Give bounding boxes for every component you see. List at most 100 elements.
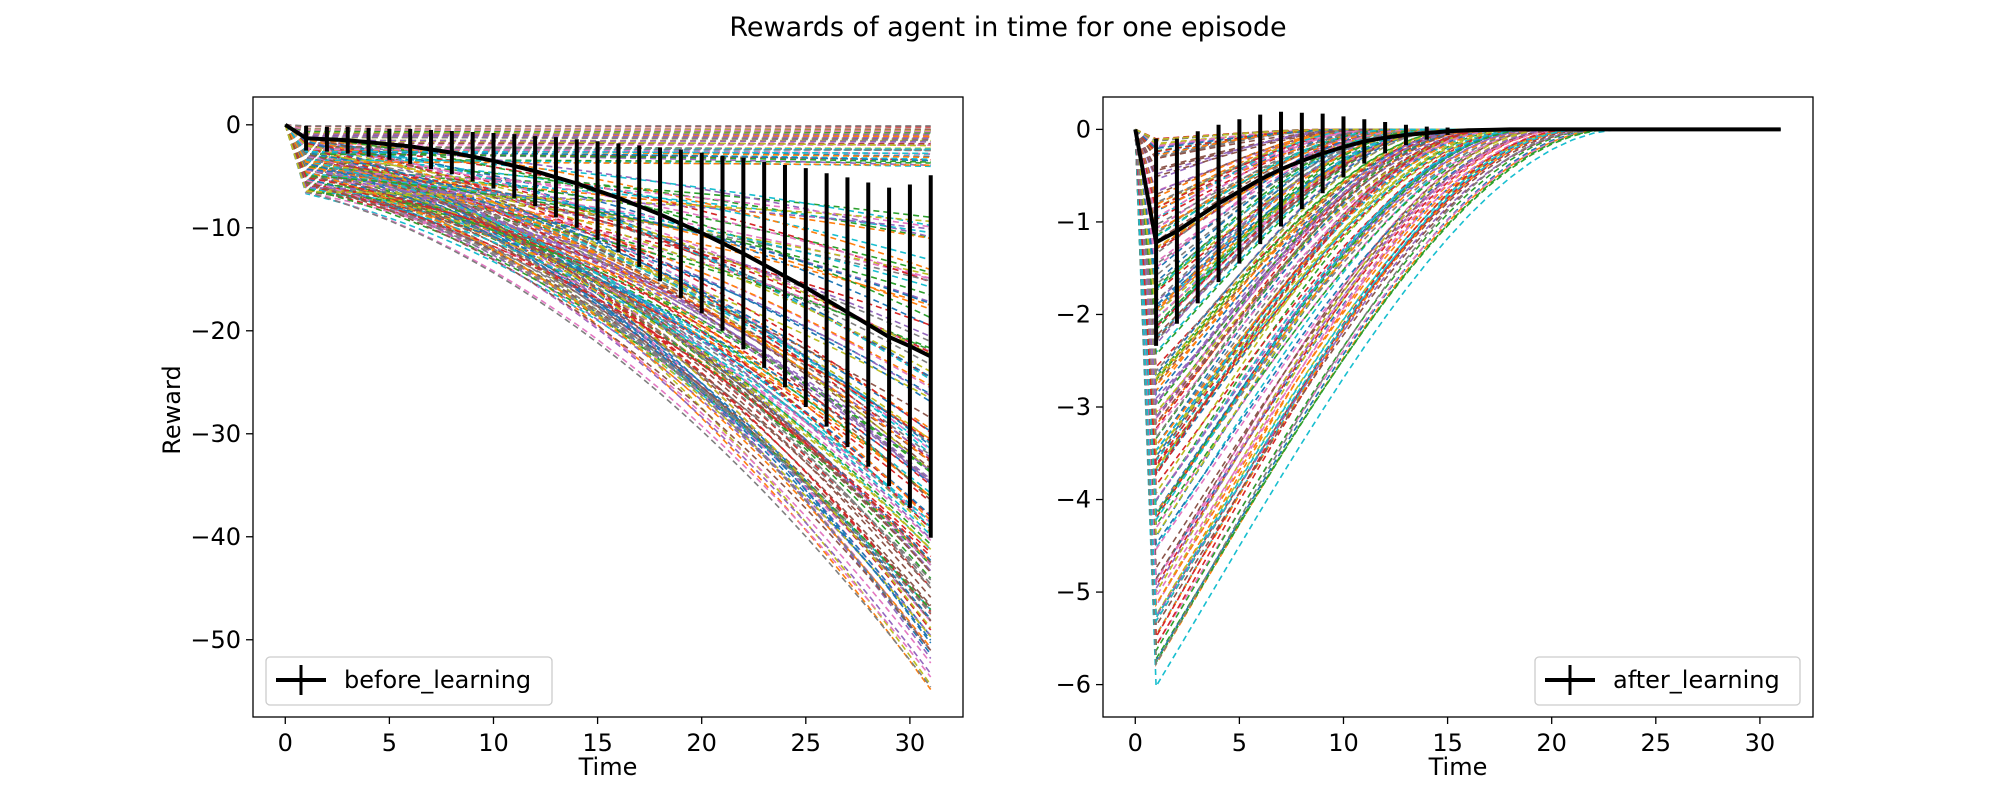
background-trajectory-line	[1134, 128, 1781, 488]
x-tick-label: 15	[582, 729, 613, 757]
background-trajectory-line	[284, 124, 932, 486]
x-tick-label: 15	[1432, 729, 1463, 757]
background-trajectory-line	[284, 124, 931, 296]
background-trajectory-line	[284, 124, 931, 238]
background-trajectory-line	[1134, 128, 1781, 621]
background-trajectory-line	[284, 124, 932, 674]
y-tick-label: −40	[190, 523, 241, 551]
y-tick-label: −3	[1056, 393, 1091, 421]
background-trajectory-line	[284, 124, 931, 282]
left-chart-panel: 0 5 10 15 20 25 30 0 −10 −20 −30 −40 −50 Time Rewar…	[158, 96, 964, 781]
x-tick-label: 5	[382, 729, 397, 757]
background-trajectory-line	[284, 124, 932, 356]
background-trajectory-line	[284, 124, 931, 230]
background-trajectory-line	[284, 124, 932, 558]
background-trajectory-line	[1134, 128, 1781, 468]
background-trajectory-line	[284, 124, 931, 271]
right-legend-label: after_learning	[1613, 666, 1780, 694]
left-x-axis: 0 5 10 15 20 25 30	[278, 717, 926, 757]
x-tick-label: 30	[895, 729, 926, 757]
background-trajectory-line	[284, 124, 932, 379]
background-trajectory-line	[284, 124, 931, 155]
background-trajectory-line	[284, 124, 932, 614]
x-tick-label: 10	[1328, 729, 1359, 757]
background-trajectory-line	[284, 124, 931, 240]
background-trajectory-line	[1134, 128, 1781, 584]
left-x-axis-label: Time	[578, 753, 638, 781]
y-tick-label: −10	[190, 214, 241, 242]
left-background-series	[284, 124, 932, 690]
right-legend: after_learning	[1534, 656, 1801, 706]
right-chart-panel: 0 5 10 15 20 25 30 0 −1 −2 −3 −4 −5 −6 Time after_le…	[1056, 96, 1814, 781]
background-trajectory-line	[1134, 128, 1781, 582]
background-trajectory-line	[1134, 128, 1781, 654]
background-trajectory-line	[284, 124, 931, 288]
background-trajectory-line	[284, 124, 931, 136]
y-tick-label: −4	[1056, 486, 1091, 514]
y-tick-label: 0	[1076, 115, 1091, 143]
x-tick-label: 10	[478, 729, 509, 757]
background-trajectory-line	[284, 124, 932, 353]
background-trajectory-line	[1134, 128, 1781, 639]
background-trajectory-line	[284, 124, 932, 327]
background-trajectory-line	[284, 124, 931, 163]
background-trajectory-line	[284, 124, 932, 659]
background-trajectory-line	[284, 124, 931, 143]
background-trajectory-line	[284, 124, 932, 499]
background-trajectory-line	[284, 124, 931, 276]
background-trajectory-line	[284, 124, 931, 155]
background-trajectory-line	[284, 124, 932, 644]
background-trajectory-line	[284, 124, 932, 651]
background-trajectory-line	[284, 124, 932, 447]
background-trajectory-line	[1134, 128, 1781, 456]
left-y-axis-label: Reward	[158, 365, 186, 454]
x-tick-label: 25	[791, 729, 822, 757]
left-y-axis: 0 −10 −20 −30 −40 −50	[190, 111, 253, 654]
background-trajectory-line	[284, 124, 932, 366]
background-trajectory-line	[284, 124, 932, 629]
background-trajectory-line	[285, 124, 931, 133]
background-trajectory-line	[284, 124, 932, 524]
mean-line	[1133, 127, 1781, 245]
background-trajectory-line	[284, 124, 932, 620]
background-trajectory-line	[284, 124, 932, 611]
x-tick-label: 30	[1745, 729, 1776, 757]
background-trajectory-line	[284, 124, 932, 649]
background-trajectory-line	[284, 124, 932, 354]
y-tick-label: −6	[1056, 671, 1091, 699]
y-tick-label: 0	[226, 111, 241, 139]
background-trajectory-line	[284, 124, 931, 164]
background-trajectory-line	[284, 124, 931, 152]
right-x-axis-label: Time	[1428, 753, 1488, 781]
right-x-axis: 0 5 10 15 20 25 30	[1128, 717, 1776, 757]
background-trajectory-line	[1134, 128, 1781, 448]
background-trajectory-line	[284, 124, 932, 400]
background-trajectory-line	[1134, 128, 1781, 666]
background-trajectory-line	[284, 124, 932, 652]
x-tick-label: 0	[1128, 729, 1143, 757]
background-trajectory-line	[284, 124, 932, 433]
background-trajectory-line	[284, 124, 932, 550]
background-trajectory-line	[1134, 128, 1781, 619]
background-trajectory-line	[284, 124, 932, 550]
y-tick-label: −5	[1056, 578, 1091, 606]
x-tick-label: 0	[278, 729, 293, 757]
mean-line	[284, 123, 932, 359]
x-tick-label: 20	[686, 729, 717, 757]
background-trajectory-line	[284, 124, 932, 516]
background-trajectory-line	[284, 124, 931, 139]
background-trajectory-line	[284, 124, 931, 227]
y-tick-label: −20	[190, 317, 241, 345]
left-legend-label: before_learning	[344, 666, 531, 694]
background-trajectory-line	[284, 124, 931, 228]
background-trajectory-line	[284, 124, 932, 688]
background-trajectory-line	[284, 124, 931, 168]
background-trajectory-line	[284, 124, 932, 589]
left-legend: before_learning	[265, 656, 553, 706]
background-trajectory-line	[284, 124, 932, 598]
background-trajectory-line	[285, 124, 931, 135]
left-plot-frame	[252, 96, 964, 718]
right-legend-box	[1534, 656, 1801, 706]
x-tick-label: 20	[1536, 729, 1567, 757]
